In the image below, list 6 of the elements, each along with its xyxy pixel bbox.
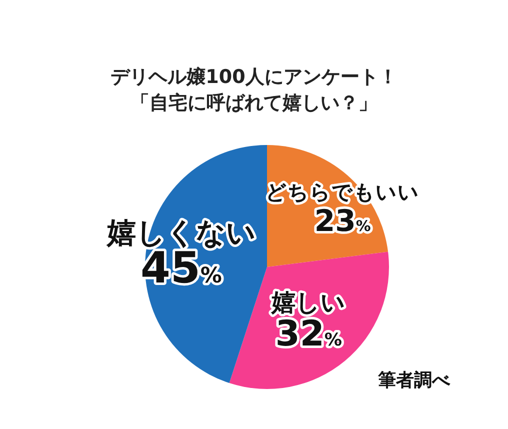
slice-label: 嬉しい [270,288,346,316]
chart-title: デリヘル嬢100人にアンケート！ [110,65,398,90]
text: 筆者調べ [378,369,450,392]
data-label: 23% [314,204,371,239]
data-label: 32% [275,314,342,355]
chart-subtitle: 「自宅に呼ばれて嬉しい？」 [130,91,378,116]
